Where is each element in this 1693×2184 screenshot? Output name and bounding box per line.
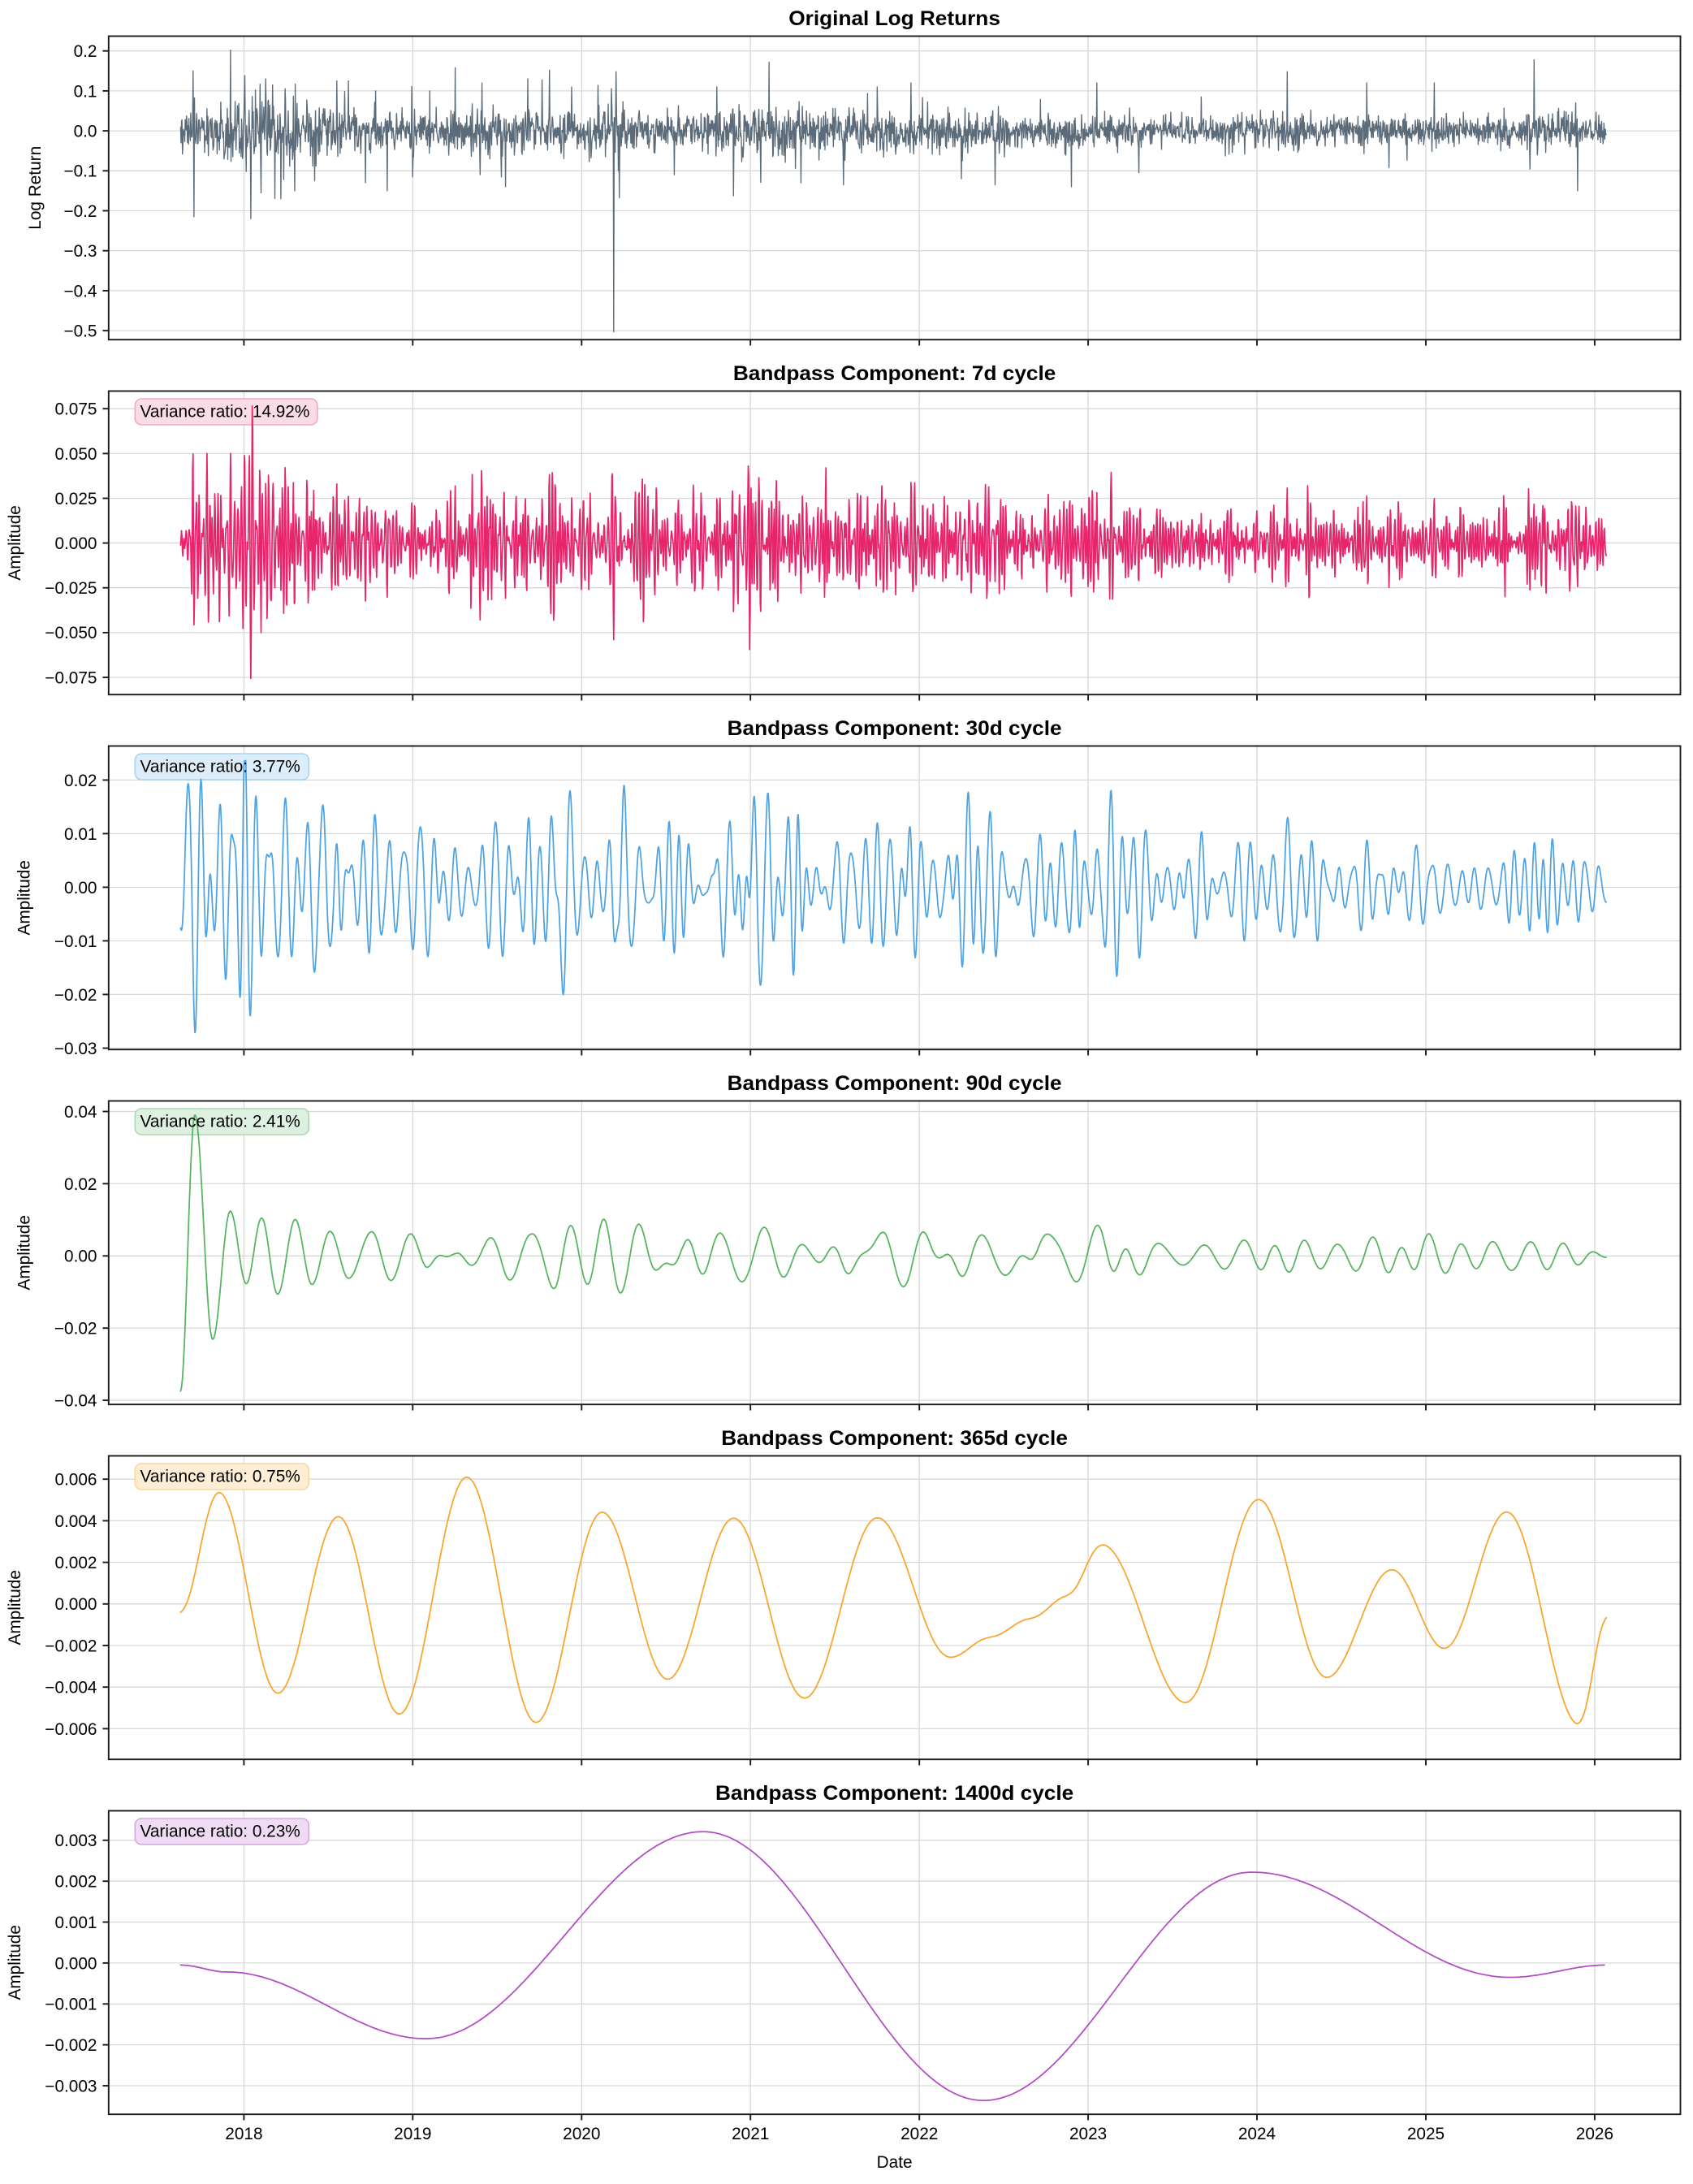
svg-text:0.02: 0.02 xyxy=(64,772,97,790)
svg-text:2021: 2021 xyxy=(732,2125,769,2143)
svg-text:0.006: 0.006 xyxy=(54,1471,97,1490)
svg-text:Bandpass Component: 30d cycle: Bandpass Component: 30d cycle xyxy=(728,717,1062,740)
svg-text:−0.1: −0.1 xyxy=(63,162,97,181)
svg-text:2019: 2019 xyxy=(394,2125,431,2143)
svg-text:Variance ratio: 0.75%: Variance ratio: 0.75% xyxy=(140,1467,300,1486)
svg-text:Amplitude: Amplitude xyxy=(6,505,24,580)
svg-text:Amplitude: Amplitude xyxy=(6,1925,24,2000)
svg-text:−0.025: −0.025 xyxy=(45,579,97,598)
svg-text:Variance ratio: 14.92%: Variance ratio: 14.92% xyxy=(140,402,310,421)
svg-text:Variance ratio: 2.41%: Variance ratio: 2.41% xyxy=(140,1112,300,1131)
svg-text:−0.4: −0.4 xyxy=(63,282,97,301)
svg-text:Bandpass Component: 90d cycle: Bandpass Component: 90d cycle xyxy=(728,1072,1062,1095)
svg-text:−0.2: −0.2 xyxy=(63,202,97,221)
svg-text:Amplitude: Amplitude xyxy=(15,860,34,935)
svg-text:2020: 2020 xyxy=(563,2125,600,2143)
svg-text:Bandpass Component: 7d cycle: Bandpass Component: 7d cycle xyxy=(733,362,1056,385)
svg-text:−0.5: −0.5 xyxy=(63,322,97,341)
svg-text:0.050: 0.050 xyxy=(54,445,97,464)
svg-text:0.001: 0.001 xyxy=(54,1914,97,1932)
svg-text:Bandpass Component: 365d cycle: Bandpass Component: 365d cycle xyxy=(721,1427,1068,1450)
svg-text:0.02: 0.02 xyxy=(64,1175,97,1194)
svg-text:0.0: 0.0 xyxy=(74,123,97,141)
svg-text:Bandpass Component: 1400d cycl: Bandpass Component: 1400d cycle xyxy=(715,1782,1073,1805)
svg-text:Date: Date xyxy=(877,2153,913,2172)
svg-text:2026: 2026 xyxy=(1576,2125,1613,2143)
svg-text:0.025: 0.025 xyxy=(54,490,97,508)
svg-text:2018: 2018 xyxy=(225,2125,262,2143)
svg-text:−0.050: −0.050 xyxy=(45,624,97,642)
svg-text:Amplitude: Amplitude xyxy=(6,1570,24,1645)
svg-text:Log Return: Log Return xyxy=(26,146,45,230)
svg-text:0.1: 0.1 xyxy=(74,82,97,101)
svg-text:0.075: 0.075 xyxy=(54,400,97,419)
svg-text:−0.001: −0.001 xyxy=(45,1996,97,2014)
svg-text:−0.002: −0.002 xyxy=(45,2036,97,2055)
svg-text:−0.04: −0.04 xyxy=(54,1392,97,1411)
svg-text:−0.03: −0.03 xyxy=(54,1040,97,1058)
svg-text:0.002: 0.002 xyxy=(54,1873,97,1892)
svg-text:2022: 2022 xyxy=(900,2125,938,2143)
svg-text:2023: 2023 xyxy=(1069,2125,1107,2143)
svg-text:2025: 2025 xyxy=(1407,2125,1445,2143)
svg-text:0.01: 0.01 xyxy=(64,825,97,844)
svg-text:0.000: 0.000 xyxy=(54,1595,97,1614)
svg-text:0.2: 0.2 xyxy=(74,42,97,61)
svg-text:−0.003: −0.003 xyxy=(45,2077,97,2095)
svg-text:−0.002: −0.002 xyxy=(45,1637,97,1655)
svg-text:−0.02: −0.02 xyxy=(54,986,97,1005)
svg-text:Variance ratio: 3.77%: Variance ratio: 3.77% xyxy=(140,757,300,776)
svg-text:0.04: 0.04 xyxy=(64,1103,97,1122)
svg-text:0.002: 0.002 xyxy=(54,1554,97,1572)
svg-text:Variance ratio: 0.23%: Variance ratio: 0.23% xyxy=(140,1822,300,1840)
svg-text:−0.004: −0.004 xyxy=(45,1679,97,1697)
svg-text:−0.075: −0.075 xyxy=(45,668,97,687)
svg-text:Original Log Returns: Original Log Returns xyxy=(788,7,1000,30)
svg-text:0.003: 0.003 xyxy=(54,1832,97,1850)
svg-text:0.00: 0.00 xyxy=(64,879,97,897)
svg-text:0.000: 0.000 xyxy=(54,534,97,553)
svg-text:0.004: 0.004 xyxy=(54,1512,97,1531)
svg-text:−0.02: −0.02 xyxy=(54,1320,97,1339)
svg-text:0.000: 0.000 xyxy=(54,1954,97,1973)
svg-text:Amplitude: Amplitude xyxy=(15,1215,34,1290)
svg-text:0.00: 0.00 xyxy=(64,1248,97,1266)
svg-text:−0.3: −0.3 xyxy=(63,242,97,261)
svg-text:−0.006: −0.006 xyxy=(45,1720,97,1739)
svg-text:−0.01: −0.01 xyxy=(54,932,97,951)
svg-text:2024: 2024 xyxy=(1238,2125,1276,2143)
